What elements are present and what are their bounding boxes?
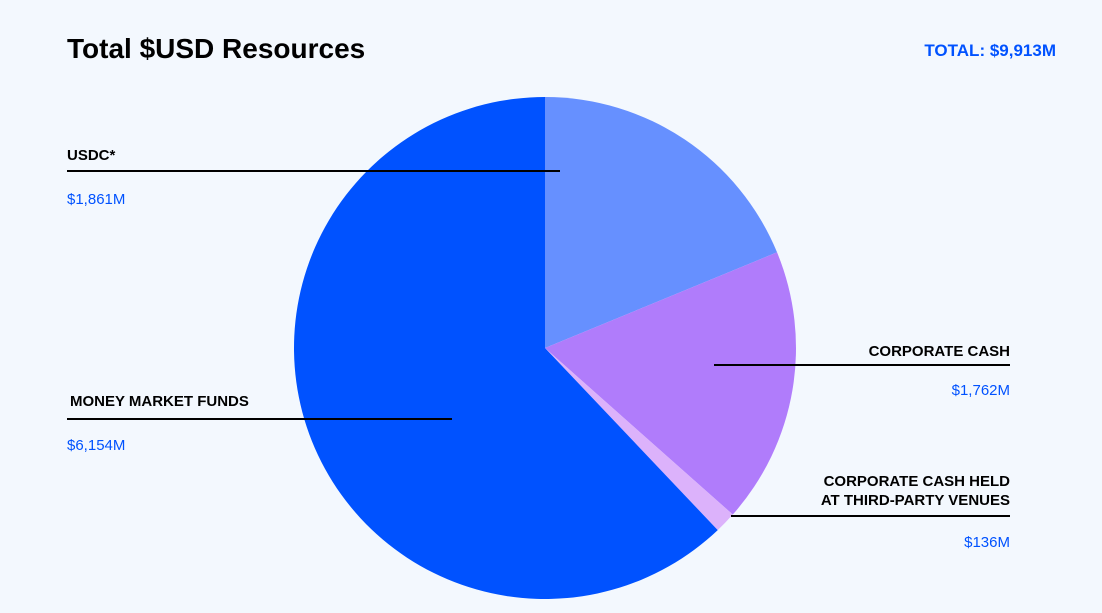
slice-label-corporate-cash-held-at-third-party-venues-line-2: AT THIRD-PARTY VENUES xyxy=(821,492,1010,509)
slice-label-corporate-cash: CORPORATE CASH xyxy=(869,343,1010,360)
pie-slice-corporate-cash-held-at-third-party-venues xyxy=(545,348,733,531)
slice-label-usdc: USDC* xyxy=(67,147,116,164)
pie-slice-money-market-funds xyxy=(293,97,718,599)
slice-value-money-market-funds: $6,154M xyxy=(67,437,125,454)
total-label: TOTAL: $9,913M xyxy=(924,41,1056,60)
slice-value-usdc: $1,861M xyxy=(67,191,125,208)
slice-label-money-market-funds: MONEY MARKET FUNDS xyxy=(70,393,249,410)
chart-title: Total $USD Resources xyxy=(67,33,366,64)
pie-slice-corporate-cash xyxy=(545,252,796,515)
slice-value-corporate-cash: $1,762M xyxy=(952,382,1010,399)
pie-slice-usdc xyxy=(545,97,778,348)
slice-value-corporate-cash-held-at-third-party-venues: $136M xyxy=(964,534,1010,551)
slice-label-corporate-cash-held-at-third-party-venues-line-1: CORPORATE CASH HELD xyxy=(824,473,1011,490)
